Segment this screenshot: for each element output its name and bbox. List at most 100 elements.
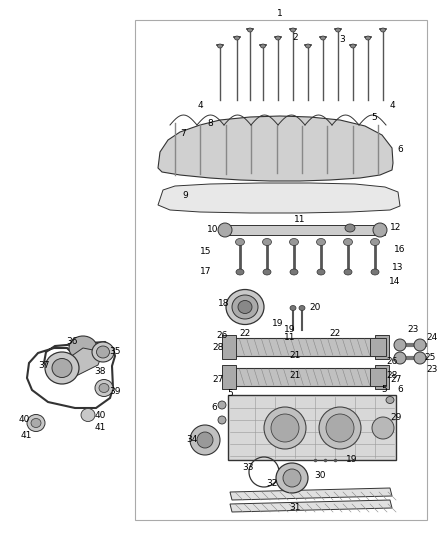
Ellipse shape xyxy=(190,425,220,455)
Bar xyxy=(370,368,386,386)
Text: 41: 41 xyxy=(94,423,106,432)
Ellipse shape xyxy=(414,339,426,351)
Text: 8: 8 xyxy=(207,118,213,127)
Bar xyxy=(222,335,236,359)
Ellipse shape xyxy=(226,289,264,325)
Text: 19: 19 xyxy=(346,456,358,464)
Ellipse shape xyxy=(27,415,45,432)
Ellipse shape xyxy=(343,238,353,246)
Ellipse shape xyxy=(290,269,298,275)
Ellipse shape xyxy=(236,238,244,246)
Text: 11: 11 xyxy=(294,215,306,224)
Text: 33: 33 xyxy=(242,463,254,472)
Ellipse shape xyxy=(371,238,379,246)
Text: 40: 40 xyxy=(94,410,106,419)
Text: 24: 24 xyxy=(426,334,438,343)
Text: 22: 22 xyxy=(240,328,251,337)
Ellipse shape xyxy=(45,352,79,384)
Ellipse shape xyxy=(218,44,223,48)
Text: 28: 28 xyxy=(386,370,398,379)
Ellipse shape xyxy=(92,342,114,362)
Text: 21: 21 xyxy=(290,370,301,379)
Ellipse shape xyxy=(262,238,272,246)
Ellipse shape xyxy=(373,223,387,237)
Text: 2: 2 xyxy=(292,34,298,43)
Ellipse shape xyxy=(336,28,340,32)
Text: 20: 20 xyxy=(309,303,321,312)
Ellipse shape xyxy=(305,44,311,48)
Ellipse shape xyxy=(299,305,305,311)
Text: 3: 3 xyxy=(339,36,345,44)
Text: 29: 29 xyxy=(390,414,402,423)
Ellipse shape xyxy=(321,36,325,40)
Ellipse shape xyxy=(372,417,394,439)
Bar xyxy=(375,365,389,389)
Ellipse shape xyxy=(394,352,406,364)
Text: 35: 35 xyxy=(109,348,121,357)
Ellipse shape xyxy=(69,336,97,360)
Text: 5: 5 xyxy=(371,114,377,123)
Ellipse shape xyxy=(264,407,306,449)
Ellipse shape xyxy=(96,346,110,358)
Ellipse shape xyxy=(95,379,113,397)
Text: 32: 32 xyxy=(266,479,278,488)
Ellipse shape xyxy=(394,339,406,351)
Text: 5: 5 xyxy=(227,389,233,398)
Ellipse shape xyxy=(319,407,361,449)
Text: 38: 38 xyxy=(94,367,106,376)
Ellipse shape xyxy=(350,44,356,48)
Ellipse shape xyxy=(263,269,271,275)
Polygon shape xyxy=(60,348,103,378)
Text: 19: 19 xyxy=(284,326,296,335)
Text: 22: 22 xyxy=(329,328,341,337)
Bar xyxy=(135,20,427,520)
Bar xyxy=(370,338,386,356)
Text: 28: 28 xyxy=(212,343,224,352)
Text: 26: 26 xyxy=(386,358,398,367)
Text: 11: 11 xyxy=(284,334,296,343)
Ellipse shape xyxy=(371,269,379,275)
Text: 39: 39 xyxy=(109,387,121,397)
Bar xyxy=(228,338,376,356)
Text: 12: 12 xyxy=(390,223,402,232)
Text: 9: 9 xyxy=(182,190,188,199)
Text: 6: 6 xyxy=(397,385,403,394)
Ellipse shape xyxy=(261,44,265,48)
Text: 21: 21 xyxy=(290,351,301,359)
Bar xyxy=(228,395,396,460)
Bar xyxy=(228,368,376,386)
Ellipse shape xyxy=(247,28,252,32)
Ellipse shape xyxy=(381,28,385,32)
Polygon shape xyxy=(158,183,400,213)
Ellipse shape xyxy=(232,295,258,319)
Text: 26: 26 xyxy=(216,332,228,341)
Polygon shape xyxy=(230,488,392,500)
Text: 27: 27 xyxy=(390,376,402,384)
Text: 6: 6 xyxy=(211,403,217,413)
Ellipse shape xyxy=(290,28,296,32)
Ellipse shape xyxy=(197,432,213,448)
Bar xyxy=(220,225,385,235)
Text: 14: 14 xyxy=(389,278,401,287)
Text: 15: 15 xyxy=(200,247,212,256)
Ellipse shape xyxy=(344,269,352,275)
Ellipse shape xyxy=(276,36,280,40)
Text: 4: 4 xyxy=(389,101,395,109)
Text: 37: 37 xyxy=(38,361,50,370)
Text: 17: 17 xyxy=(200,268,212,277)
Ellipse shape xyxy=(290,238,299,246)
Text: 27: 27 xyxy=(212,376,224,384)
Ellipse shape xyxy=(236,269,244,275)
Ellipse shape xyxy=(365,36,371,40)
Ellipse shape xyxy=(317,238,325,246)
Text: 4: 4 xyxy=(197,101,203,109)
Text: 41: 41 xyxy=(20,432,32,440)
Text: 1: 1 xyxy=(277,9,283,18)
Ellipse shape xyxy=(283,469,301,487)
Text: 40: 40 xyxy=(18,416,30,424)
Text: 7: 7 xyxy=(180,128,186,138)
Polygon shape xyxy=(158,116,393,181)
Ellipse shape xyxy=(271,414,299,442)
Text: 23: 23 xyxy=(407,326,419,335)
Ellipse shape xyxy=(238,301,252,313)
